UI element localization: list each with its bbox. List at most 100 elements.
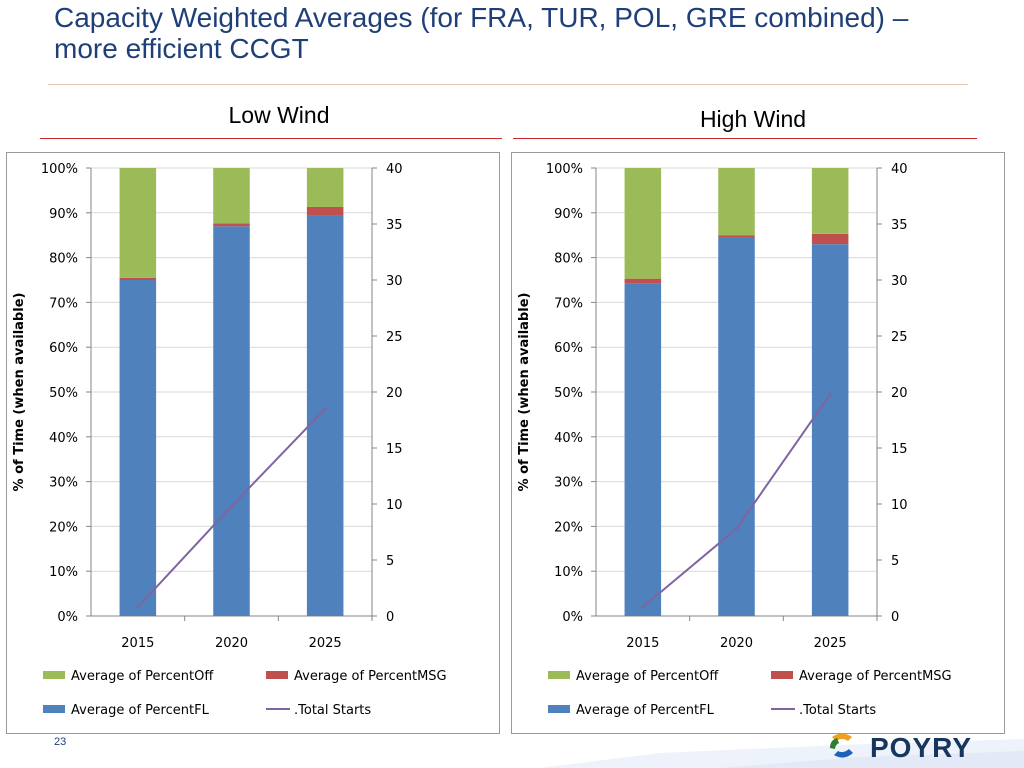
chart-low-wind-svg: 0% 10% 20% 30% 40% 50% 60% 70% 80% 90% 100% 0 5 10 15 2… xyxy=(12,162,447,718)
y2-axis-tick-label: 5 xyxy=(386,554,394,569)
y-axis-title: % of Time (when available) xyxy=(12,293,27,492)
y-axis-tick-label: 80% xyxy=(49,252,78,267)
x-axis-tick-label: 2025 xyxy=(309,636,342,651)
legend-swatch xyxy=(548,671,570,679)
x-axis-tick-label: 2015 xyxy=(626,636,659,651)
legend-swatch xyxy=(548,705,570,713)
bar-segment xyxy=(718,237,755,616)
bar-segment xyxy=(624,168,662,279)
bar-segment xyxy=(213,223,250,227)
y-axis-tick-label: 30% xyxy=(49,476,78,491)
title-divider xyxy=(48,84,968,85)
bar-segment xyxy=(718,235,755,238)
legend-label: Average of PercentMSG xyxy=(799,669,952,684)
y2-axis-tick-label: 35 xyxy=(386,218,403,233)
y2-axis-tick-label: 30 xyxy=(891,274,908,289)
bar-segment xyxy=(213,168,250,224)
y-axis-tick-label: 60% xyxy=(49,341,78,356)
y2-axis-tick-label: 35 xyxy=(891,218,908,233)
y-axis-title: % of Time (when available) xyxy=(517,293,532,492)
line-series-point xyxy=(641,605,645,609)
y-axis-tick-label: 100% xyxy=(41,162,78,177)
bar-segment xyxy=(213,226,250,616)
y-axis-tick-label: 0% xyxy=(57,610,78,625)
line-series-point xyxy=(136,605,140,609)
y2-axis-tick-label: 15 xyxy=(386,442,403,457)
bar-segment xyxy=(811,233,849,245)
panel-title-high-wind: High Wind xyxy=(699,106,807,132)
y-axis-tick-label: 20% xyxy=(49,520,78,535)
bar-segment xyxy=(624,283,662,616)
legend-label: Average of PercentFL xyxy=(576,703,715,718)
y2-axis-tick-label: 15 xyxy=(891,442,908,457)
line-series-point xyxy=(230,504,233,508)
y2-axis-tick-label: 10 xyxy=(891,498,908,513)
line-series-point xyxy=(735,527,738,531)
bar-segment xyxy=(306,206,344,216)
poyry-logo-mark-icon xyxy=(830,733,853,758)
chart-low-wind: 0% 10% 20% 30% 40% 50% 60% 70% 80% 90% 100% 0 5 10 15 2… xyxy=(6,152,500,734)
y2-axis-tick-label: 25 xyxy=(386,330,403,345)
decorative-swoosh xyxy=(540,739,1024,768)
y-axis-tick-label: 90% xyxy=(49,207,78,222)
y2-axis-tick-label: 0 xyxy=(891,610,899,625)
legend-swatch xyxy=(771,671,793,679)
y-axis-tick-label: 50% xyxy=(554,386,583,401)
legend-label: Average of PercentFL xyxy=(71,703,210,718)
bar-segment xyxy=(119,280,157,616)
chart-high-wind-svg: 0% 10% 20% 30% 40% 50% 60% 70% 80% 90% 100% 0 5 10 15 2… xyxy=(517,162,952,718)
slide-title: Capacity Weighted Averages (for FRA, TUR… xyxy=(54,2,909,64)
y-axis-tick-label: 70% xyxy=(49,296,78,311)
legend-swatch xyxy=(43,705,65,713)
bar-segment xyxy=(119,168,157,278)
y-axis-tick-label: 30% xyxy=(554,476,583,491)
line-series-point xyxy=(828,392,832,396)
x-axis-tick-label: 2025 xyxy=(814,636,847,651)
legend-swatch xyxy=(43,671,65,679)
y2-axis-tick-label: 40 xyxy=(386,162,403,177)
y2-axis-tick-label: 40 xyxy=(891,162,908,177)
low-wind-rule xyxy=(40,138,502,139)
legend-label: Average of PercentOff xyxy=(576,669,719,684)
x-axis-tick-label: 2020 xyxy=(215,636,248,651)
y-axis-tick-label: 10% xyxy=(554,565,583,580)
panel-title-low-wind: Low Wind xyxy=(228,102,330,128)
y-axis-tick-label: 10% xyxy=(49,565,78,580)
y-axis-tick-label: 90% xyxy=(554,207,583,222)
y2-axis-tick-label: 20 xyxy=(386,386,403,401)
legend-label: Average of PercentMSG xyxy=(294,669,447,684)
y2-axis-tick-label: 30 xyxy=(386,274,403,289)
y-axis-tick-label: 60% xyxy=(554,341,583,356)
x-axis-tick-label: 2015 xyxy=(121,636,154,651)
y2-axis-tick-label: 25 xyxy=(891,330,908,345)
y-axis-tick-label: 50% xyxy=(49,386,78,401)
y-axis-tick-label: 40% xyxy=(49,431,78,446)
bar-segment xyxy=(306,168,344,207)
y-axis-tick-label: 40% xyxy=(554,431,583,446)
y2-axis-tick-label: 5 xyxy=(891,554,899,569)
y-axis-tick-label: 20% xyxy=(554,520,583,535)
y2-axis-tick-label: 0 xyxy=(386,610,394,625)
y-axis-tick-label: 100% xyxy=(546,162,583,177)
legend-label: Average of PercentOff xyxy=(71,669,214,684)
y-axis-tick-label: 0% xyxy=(562,610,583,625)
x-axis-tick-label: 2020 xyxy=(720,636,753,651)
bar-segment xyxy=(811,244,849,616)
chart-high-wind: 0% 10% 20% 30% 40% 50% 60% 70% 80% 90% 100% 0 5 10 15 2… xyxy=(511,152,1005,734)
line-series-point xyxy=(323,407,327,411)
y-axis-tick-label: 70% xyxy=(554,296,583,311)
bar-segment xyxy=(718,168,755,236)
page-number: 23 xyxy=(54,736,67,748)
bar-segment xyxy=(811,168,849,234)
y-axis-tick-label: 80% xyxy=(554,252,583,267)
legend-label: .Total Starts xyxy=(799,703,876,718)
y2-axis-tick-label: 10 xyxy=(386,498,403,513)
legend-swatch xyxy=(266,671,288,679)
bar-segment xyxy=(306,215,344,616)
legend-label: .Total Starts xyxy=(294,703,371,718)
poyry-logo: POYRY xyxy=(830,732,972,763)
poyry-logo-text: POYRY xyxy=(870,732,972,763)
bar-segment xyxy=(119,277,157,280)
high-wind-rule xyxy=(513,138,977,139)
bar-segment xyxy=(624,278,662,284)
